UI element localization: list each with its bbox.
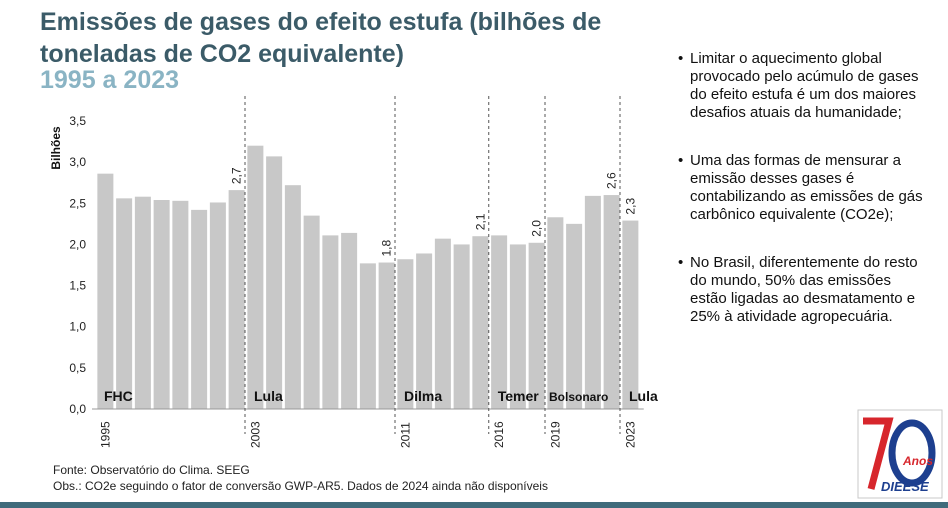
bullet-dot: • [678, 152, 684, 169]
data-label: 2,7 [230, 167, 244, 184]
bullet-item: • Uma das formas de mensurar a emissão d… [678, 152, 923, 224]
footer: Fonte: Observatório do Clima. SEEG Obs.:… [53, 462, 548, 494]
bar [172, 200, 189, 409]
bar [491, 235, 508, 409]
y-tick-label: 2,5 [69, 196, 86, 210]
period-label: FHC [104, 388, 133, 404]
bar [397, 259, 414, 409]
bar [509, 244, 526, 409]
bar [153, 199, 170, 409]
bar [359, 263, 376, 409]
bar [416, 253, 433, 409]
logo-org-text: DIEESE [881, 479, 929, 494]
bar [622, 220, 639, 409]
bar [209, 202, 226, 409]
y-axis-label: Bilhões [49, 126, 63, 170]
bar [566, 223, 583, 409]
bullet-text: Limitar o aquecimento global provocado p… [690, 50, 919, 121]
bar [472, 236, 489, 409]
bar [378, 262, 395, 409]
bar [303, 215, 320, 409]
bullet-item: • No Brasil, diferentemente do resto do … [678, 254, 923, 326]
bullet-list: • Limitar o aquecimento global provocado… [678, 50, 923, 356]
bullet-dot: • [678, 50, 684, 67]
bar [528, 242, 545, 409]
x-tick-label: 2016 [492, 421, 506, 448]
bullet-item: • Limitar o aquecimento global provocado… [678, 50, 923, 122]
period-label: Lula [629, 388, 658, 404]
logo-anos-text: Anos [902, 454, 933, 468]
period-label: Bolsonaro [549, 390, 608, 404]
bar [97, 173, 114, 409]
data-label: 2,0 [530, 220, 544, 237]
period-label: Temer [498, 388, 540, 404]
dieese-70-anos-logo: Anos DIEESE [857, 409, 943, 499]
x-tick-label: 2019 [548, 421, 562, 448]
bar [228, 190, 245, 409]
x-tick-label: 2011 [398, 422, 412, 448]
bar [434, 238, 451, 409]
bullet-text: No Brasil, diferentemente do resto do mu… [690, 254, 918, 325]
y-tick-label: 0,5 [69, 361, 86, 375]
y-tick-label: 2,0 [69, 237, 86, 251]
chart-title: Emissões de gases do efeito estufa (bilh… [40, 8, 602, 68]
bar [266, 156, 283, 409]
y-tick-label: 1,5 [69, 279, 86, 293]
bar [134, 196, 151, 409]
emissions-bar-chart: Bilhões 0,0 0,5 1,0 1,5 2,0 2,5 3,0 3,5 FHC Lula Di… [49, 96, 658, 448]
period-label: Lula [254, 388, 283, 404]
data-label: 2,1 [473, 213, 487, 230]
bar [322, 235, 339, 409]
data-label: 1,8 [380, 240, 394, 257]
x-tick-label: 1995 [98, 421, 112, 448]
bottom-bar [0, 502, 948, 508]
x-tick-label: 2003 [248, 421, 262, 448]
source-note: Fonte: Observatório do Clima. SEEG [53, 463, 250, 477]
y-tick-label: 3,0 [69, 155, 86, 169]
bar [247, 145, 264, 409]
y-tick-label: 0,0 [69, 402, 86, 416]
period-label: Dilma [404, 388, 442, 404]
y-tick-label: 3,5 [69, 114, 86, 128]
bullet-dot: • [678, 254, 684, 271]
y-tick-label: 1,0 [69, 320, 86, 334]
bar [116, 198, 133, 409]
obs-note: Obs.: CO2e seguindo o fator de conversão… [53, 479, 548, 493]
bar [341, 232, 358, 409]
data-label: 2,3 [623, 198, 637, 215]
x-tick-label: 2023 [623, 421, 637, 448]
bar [547, 217, 564, 409]
data-label: 2,6 [605, 172, 619, 189]
bar [603, 195, 620, 409]
chart-subtitle: 1995 a 2023 [40, 66, 180, 94]
bar [191, 209, 208, 409]
bullet-text: Uma das formas de mensurar a emissão des… [690, 152, 923, 223]
bar [453, 244, 470, 409]
bar [284, 185, 301, 409]
bar [584, 195, 601, 409]
